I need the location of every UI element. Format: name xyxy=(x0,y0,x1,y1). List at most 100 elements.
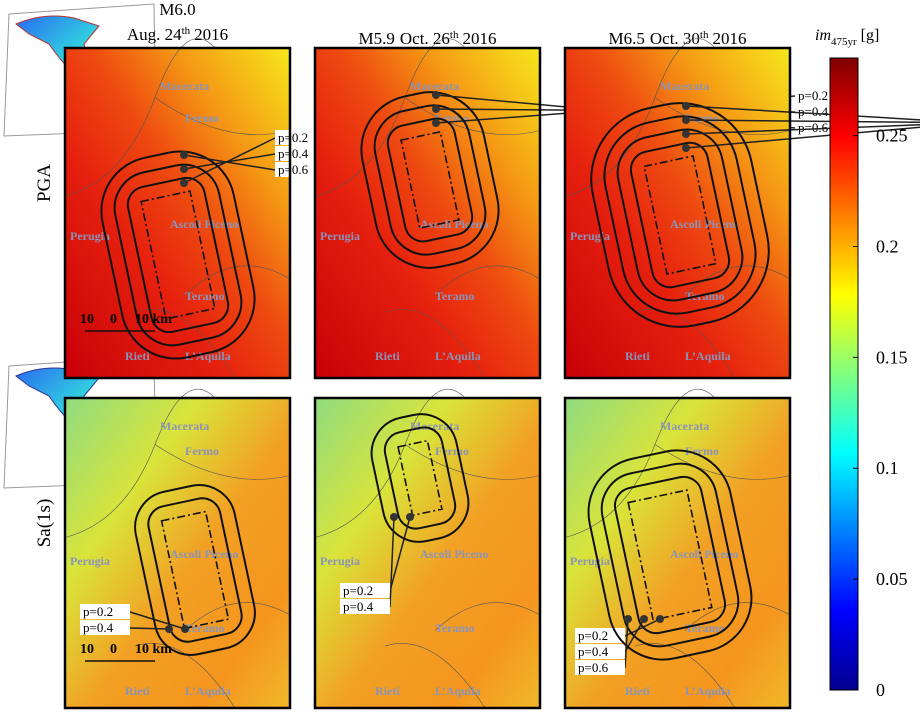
probability-contour xyxy=(113,163,243,347)
city-label: Rieti xyxy=(375,684,400,698)
date: Oct. 30 xyxy=(650,29,700,48)
panel-frame xyxy=(63,46,292,380)
label-box xyxy=(275,146,325,161)
probability-contour xyxy=(616,128,744,302)
city-label: Fermo xyxy=(685,444,719,458)
ordinal: th xyxy=(450,29,459,41)
subscript: 475yr xyxy=(831,36,857,48)
contour-point xyxy=(682,102,690,110)
city-label: Perugia xyxy=(570,229,610,243)
scale-label: 10 km xyxy=(135,312,172,327)
leader-line xyxy=(685,119,920,124)
city-label: Ascoli Piceno xyxy=(420,547,488,561)
city-label: Rieti xyxy=(125,684,150,698)
city-label: Ascoli Piceno xyxy=(170,547,238,561)
city-label: Macerata xyxy=(660,419,709,433)
city-label: L’Aquila xyxy=(185,349,231,363)
colorbar-tick-label: 0.2 xyxy=(876,236,899,256)
label-box xyxy=(275,162,325,177)
map-background xyxy=(65,48,290,378)
city-label: Ascoli Piceno xyxy=(670,217,738,231)
panel-frame xyxy=(63,396,292,710)
city-label: Perugia xyxy=(70,554,110,568)
city-label: Rieti xyxy=(625,684,650,698)
probability-contour xyxy=(587,449,753,661)
city-label: Perugia xyxy=(70,229,110,243)
contour-point xyxy=(180,151,188,159)
column-title: Aug. 24th 2016 xyxy=(127,25,228,44)
contour-point xyxy=(181,625,189,633)
colorbar-tick-label: 0 xyxy=(876,680,885,700)
ordinal: th xyxy=(182,25,191,37)
colorbar-label: im475yr [g] xyxy=(815,27,879,48)
p-label: p=0.2 xyxy=(278,130,308,145)
rupture-outline xyxy=(400,130,460,230)
label-box xyxy=(340,583,390,598)
p-label: p=0.2 xyxy=(83,604,113,619)
city-label: Perugia xyxy=(570,554,610,568)
leader-line xyxy=(129,627,170,630)
label-box xyxy=(80,604,130,619)
contour-point xyxy=(640,615,648,623)
probability-contour xyxy=(126,176,230,334)
probability-contour xyxy=(613,475,727,635)
unit: [g] xyxy=(861,27,880,44)
city-label: Macerata xyxy=(410,79,459,93)
date: Aug. 24 xyxy=(127,25,182,44)
probability-contour xyxy=(600,462,740,648)
probability-contour xyxy=(147,497,243,643)
city-label: L’Aquila xyxy=(685,349,731,363)
boundary xyxy=(64,388,291,709)
label-box xyxy=(340,599,390,614)
label-box xyxy=(575,660,625,675)
leader-line xyxy=(389,516,411,592)
colorbar-tick-label: 0.15 xyxy=(876,347,908,367)
boundary xyxy=(314,38,541,379)
leader-line xyxy=(624,618,629,669)
city-label: Ascoli Piceno xyxy=(670,547,738,561)
row-label: PGA xyxy=(34,164,55,202)
city-label: Fermo xyxy=(435,444,469,458)
label-box xyxy=(275,130,325,145)
p-label: p=0.6 xyxy=(798,120,829,135)
contour-point xyxy=(432,91,440,99)
probability-contour xyxy=(100,150,256,360)
leader-line xyxy=(389,516,395,608)
variable: im xyxy=(815,27,831,44)
colorbar xyxy=(829,57,859,691)
probability-contour xyxy=(629,141,731,289)
scale-label: 10 xyxy=(80,642,94,657)
city-label: L’Aquila xyxy=(685,684,731,698)
p-label: p=0.2 xyxy=(578,628,608,643)
rupture-outline xyxy=(397,439,443,517)
p-label: p=0.4 xyxy=(578,644,609,659)
rupture-outline xyxy=(627,489,713,621)
scale-label: 0 xyxy=(110,642,117,657)
probability-contour xyxy=(590,102,770,328)
boundary xyxy=(64,38,291,379)
city-label: Macerata xyxy=(160,419,209,433)
probability-contour xyxy=(383,426,457,530)
contour-point xyxy=(682,144,690,152)
contour-point xyxy=(180,165,188,173)
panel-frame xyxy=(313,396,542,710)
city-label: Rieti xyxy=(375,349,400,363)
p-label: p=0.4 xyxy=(83,620,114,635)
leader-line xyxy=(685,124,920,135)
contour-point xyxy=(624,615,632,623)
year: 2016 xyxy=(194,25,228,44)
year: 2016 xyxy=(712,29,746,48)
year: 2016 xyxy=(462,29,496,48)
probability-contour xyxy=(373,104,487,256)
city-label: Rieti xyxy=(125,349,150,363)
row-label: Sa(1s) xyxy=(34,499,55,548)
column-title: M5.9 Oct. 26th 2016 xyxy=(359,29,497,48)
label-box xyxy=(80,620,130,635)
colorbar-tick-label: 0.25 xyxy=(876,126,908,146)
p-label: p=0.2 xyxy=(798,88,828,103)
rupture-outline xyxy=(160,510,230,630)
contour-point xyxy=(656,615,664,623)
